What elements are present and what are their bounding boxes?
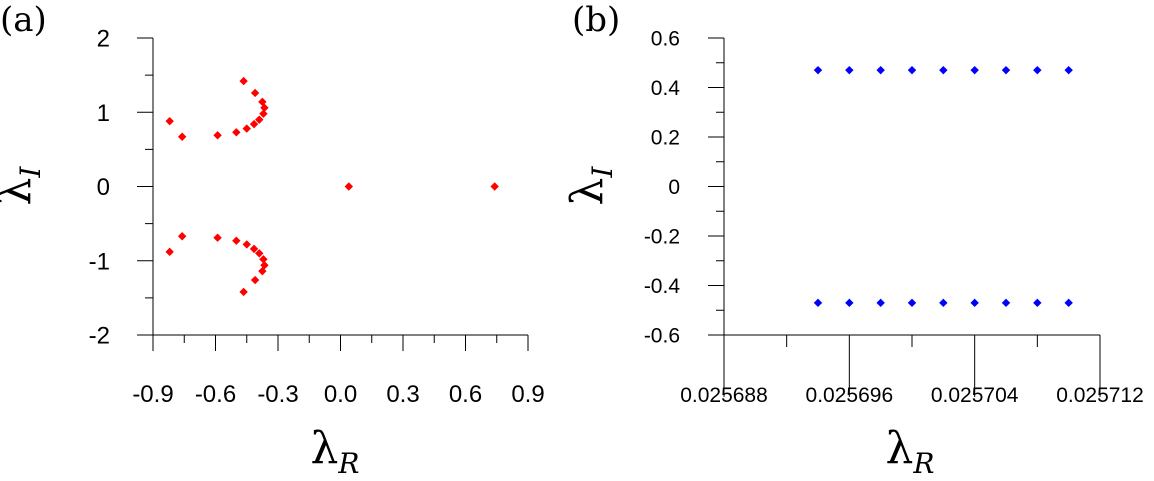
y-tick-label: 0 xyxy=(668,176,680,199)
y-axis-title: λI xyxy=(0,166,47,206)
y-tick-label: 0.6 xyxy=(651,28,680,51)
data-point xyxy=(939,65,948,75)
data-point xyxy=(239,287,248,297)
y-tick-label: -1 xyxy=(89,248,110,275)
data-point xyxy=(1064,65,1073,75)
y-tick-label: -2 xyxy=(89,323,110,350)
data-point xyxy=(249,119,259,129)
x-axis-title: λR xyxy=(886,423,935,480)
data-point xyxy=(165,247,174,257)
data-point xyxy=(250,275,260,285)
y-tick-label: 1 xyxy=(97,100,110,127)
x-tick-label: 0.025688 xyxy=(680,384,768,407)
data-point xyxy=(242,124,251,133)
data-point xyxy=(259,109,268,118)
data-point xyxy=(876,298,885,308)
data-point xyxy=(845,298,854,308)
x-tick-label: -0.6 xyxy=(195,381,236,408)
data-point xyxy=(259,255,268,264)
data-point xyxy=(813,298,823,308)
x-tick-label: -0.3 xyxy=(257,381,298,408)
data-point xyxy=(1064,298,1073,308)
data-point xyxy=(232,236,241,245)
data-point xyxy=(242,240,251,249)
data-point xyxy=(250,88,260,98)
y-tick-label: -0.6 xyxy=(644,325,680,348)
data-point xyxy=(213,131,222,140)
data-point xyxy=(1033,298,1042,308)
x-tick-label: 0.025704 xyxy=(931,384,1019,407)
data-point xyxy=(939,298,948,308)
data-point xyxy=(213,233,222,242)
panel-a: (a) -2 -1 0 1 2 -0.9 -0.6 -0.3 0.0 0.3 0.6 0.9 λR λI xyxy=(0,0,545,480)
data-point xyxy=(970,298,979,308)
data-point xyxy=(177,132,187,141)
data-point xyxy=(876,65,885,75)
data-point xyxy=(845,65,854,75)
x-tick-label: 0.6 xyxy=(449,381,482,408)
data-point xyxy=(239,76,248,86)
data-point xyxy=(255,115,264,124)
data-point xyxy=(813,65,823,75)
data-point xyxy=(1001,298,1011,308)
panel-b: (b) -0.6 -0.4 -0.2 0 0.2 0.4 0.6 0.025688 0.02569… xyxy=(562,0,1144,480)
y-tick-label: -0.2 xyxy=(644,226,680,249)
data-point xyxy=(970,65,979,75)
data-point xyxy=(907,298,917,308)
data-point xyxy=(260,103,269,112)
data-point xyxy=(907,65,917,75)
panel-label: (b) xyxy=(572,0,620,40)
data-point xyxy=(344,182,354,191)
x-tick-label: 0.3 xyxy=(386,381,419,408)
x-tick-label: 0.025696 xyxy=(806,384,894,407)
y-tick-label: 0.4 xyxy=(651,77,681,100)
x-tick-label: -0.9 xyxy=(132,381,173,408)
data-point xyxy=(1001,65,1011,75)
y-tick-label: 2 xyxy=(97,26,110,53)
data-point xyxy=(1033,65,1042,75)
data-point xyxy=(255,249,264,258)
x-tick-label: 0.0 xyxy=(324,381,357,408)
panel-label: (a) xyxy=(0,0,47,40)
data-point xyxy=(249,244,259,254)
data-point xyxy=(165,116,174,126)
y-tick-label: 0.2 xyxy=(651,127,680,150)
y-axis-title: λI xyxy=(562,166,619,206)
y-tick-label: 0 xyxy=(97,174,110,201)
data-point xyxy=(232,128,241,137)
data-point xyxy=(490,182,499,191)
x-tick-label: 0.9 xyxy=(511,381,544,408)
data-point xyxy=(260,261,269,270)
x-tick-label: 0.025712 xyxy=(1056,384,1144,407)
data-point xyxy=(177,232,187,241)
x-axis-title: λR xyxy=(311,423,360,480)
y-tick-label: -0.4 xyxy=(644,275,681,298)
